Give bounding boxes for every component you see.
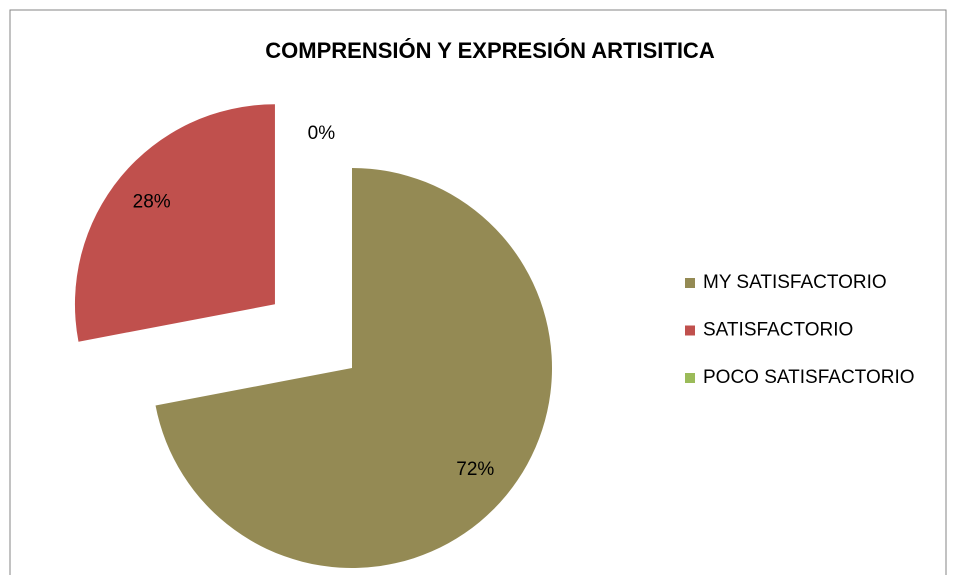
- legend-swatch: [685, 278, 695, 288]
- legend-label: SATISFACTORIO: [703, 320, 853, 341]
- data-label: 0%: [308, 123, 336, 144]
- data-label: 28%: [133, 191, 171, 212]
- legend-swatch: [685, 325, 695, 336]
- legend-label: POCO SATISFACTORIO: [703, 367, 915, 388]
- data-label: 72%: [456, 459, 494, 480]
- legend-label: MY SATISFACTORIO: [703, 272, 887, 293]
- chart-border: [9, 9, 947, 575]
- pie-slice: [155, 168, 553, 568]
- legend-swatch: [685, 373, 695, 383]
- chart-title: COMPRENSIÓN Y EXPRESIÓN ARTISITICA: [265, 38, 715, 63]
- pie-slice: [74, 104, 275, 342]
